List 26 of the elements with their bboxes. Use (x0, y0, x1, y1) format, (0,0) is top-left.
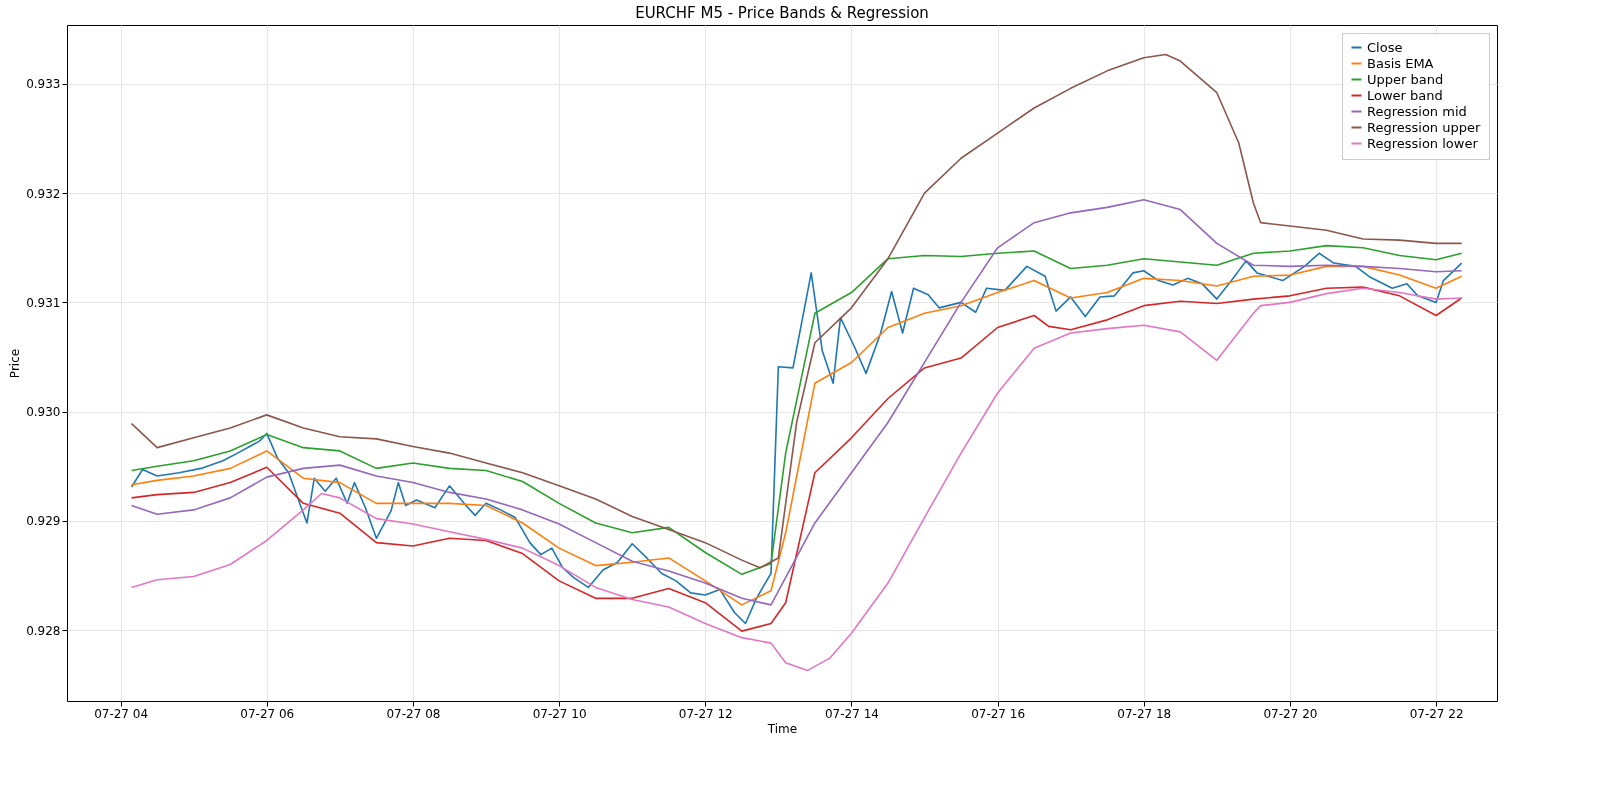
x-tick-label: 07-27 08 (386, 706, 441, 721)
y-axis-title: Price (8, 348, 23, 379)
y-tick-label: 0.929 (26, 514, 61, 529)
y-tick-label: 0.932 (26, 186, 61, 201)
legend-label: Close (1367, 39, 1403, 55)
y-tick-label: 0.930 (26, 405, 61, 420)
legend-label: Basis EMA (1367, 55, 1434, 71)
x-tick-label: 07-27 18 (1117, 706, 1172, 721)
x-tick-label: 07-27 04 (94, 706, 149, 721)
x-axis-title: Time (766, 721, 798, 736)
legend-label: Regression lower (1367, 135, 1479, 151)
x-tick-label: 07-27 20 (1263, 706, 1318, 721)
x-tick-label: 07-27 16 (971, 706, 1026, 721)
x-tick-label: 07-27 10 (532, 706, 587, 721)
y-tick-label: 0.931 (26, 295, 61, 310)
legend-label: Lower band (1367, 87, 1443, 103)
x-tick-label: 07-27 12 (678, 706, 733, 721)
y-tick-label: 0.928 (26, 623, 61, 638)
x-tick-label: 07-27 14 (824, 706, 879, 721)
legend-label: Upper band (1367, 71, 1444, 87)
chart-title: EURCHF M5 - Price Bands & Regression (635, 4, 929, 22)
y-tick-label: 0.933 (26, 77, 61, 92)
legend-label: Regression mid (1367, 103, 1467, 119)
x-tick-label: 07-27 06 (240, 706, 295, 721)
x-tick-label: 07-27 22 (1409, 706, 1464, 721)
legend-label: Regression upper (1367, 119, 1481, 135)
